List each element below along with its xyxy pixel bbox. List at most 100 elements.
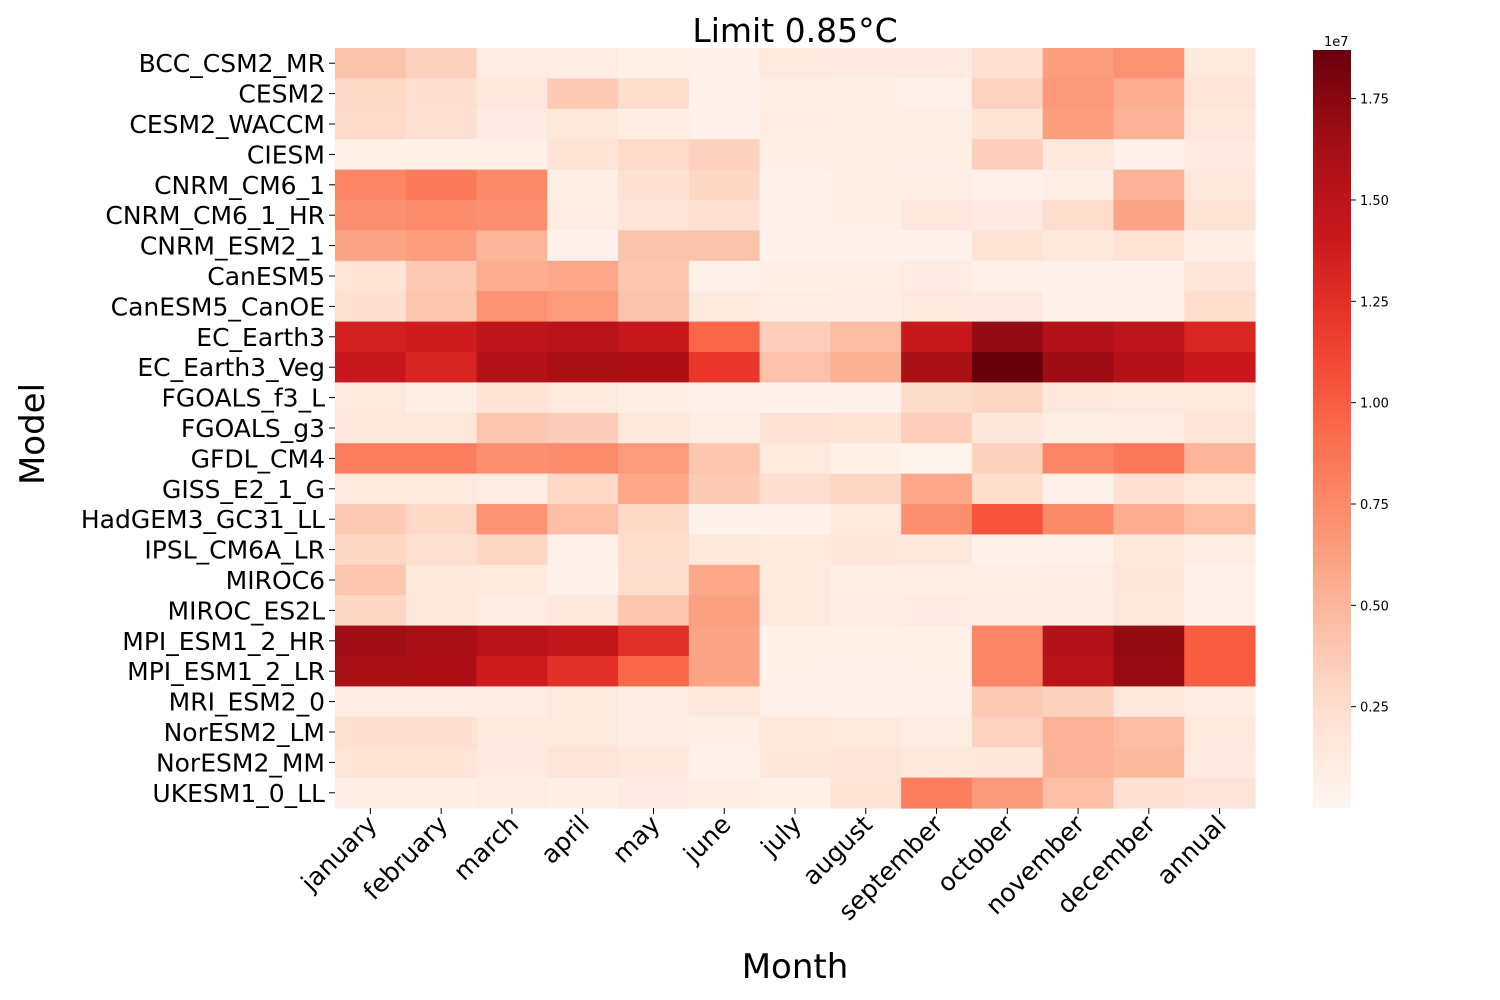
heatmap-cell bbox=[1184, 260, 1256, 292]
heatmap-cell bbox=[618, 291, 690, 323]
heatmap-cell bbox=[688, 48, 761, 79]
y-tick-label: MPI_ESM1_2_LR bbox=[127, 657, 325, 686]
heatmap-cell bbox=[1042, 412, 1115, 444]
heatmap-cell bbox=[1184, 108, 1256, 140]
heatmap-cell bbox=[1113, 595, 1185, 627]
heatmap-cell bbox=[971, 321, 1044, 353]
heatmap-cell bbox=[1113, 747, 1185, 779]
heatmap-cell bbox=[405, 534, 478, 566]
x-tick-label: july bbox=[755, 810, 808, 863]
heatmap-cell bbox=[405, 412, 478, 444]
heatmap-cell bbox=[759, 169, 831, 201]
heatmap-cell bbox=[1184, 564, 1256, 596]
heatmap-cell bbox=[405, 382, 478, 414]
heatmap-cell bbox=[901, 78, 973, 110]
y-tick-label: CESM2 bbox=[238, 80, 325, 109]
heatmap-cell bbox=[759, 78, 831, 110]
heatmap-cell bbox=[688, 443, 761, 475]
heatmap-cell bbox=[901, 139, 973, 171]
heatmap-cell bbox=[335, 625, 407, 657]
heatmap-cell bbox=[476, 777, 548, 809]
heatmap-cell bbox=[547, 504, 619, 535]
heatmap-cell bbox=[688, 595, 761, 627]
heatmap-cell bbox=[1184, 412, 1256, 444]
heatmap-cell bbox=[335, 321, 407, 353]
heatmap-cell bbox=[1113, 625, 1185, 657]
heatmap-cell bbox=[688, 169, 761, 201]
heatmap-cell bbox=[405, 260, 478, 292]
heatmap-cell bbox=[971, 534, 1044, 566]
heatmap-cell bbox=[901, 412, 973, 444]
heatmap-cell bbox=[759, 48, 831, 79]
heatmap-cell bbox=[901, 169, 973, 201]
heatmap-cell bbox=[405, 625, 478, 657]
heatmap-cell bbox=[688, 139, 761, 171]
y-tick-label: IPSL_CM6A_LR bbox=[144, 536, 325, 565]
heatmap-cell bbox=[901, 777, 973, 809]
heatmap-cell bbox=[1113, 412, 1185, 444]
heatmap-cell bbox=[1042, 716, 1115, 748]
heatmap-cell bbox=[547, 352, 619, 383]
heatmap-cell bbox=[618, 230, 690, 262]
y-tick-label: CanESM5_CanOE bbox=[111, 292, 325, 321]
heatmap-cell bbox=[476, 321, 548, 353]
x-axis-label: Month bbox=[742, 947, 849, 987]
heatmap-cell bbox=[335, 564, 407, 596]
heatmap-cell bbox=[335, 777, 407, 809]
heatmap-cell bbox=[335, 716, 407, 748]
chart-title: Limit 0.85°C bbox=[692, 11, 897, 50]
heatmap-cell bbox=[476, 412, 548, 444]
heatmap-cell bbox=[1184, 382, 1256, 414]
heatmap-cell bbox=[618, 504, 690, 535]
heatmap-cell bbox=[901, 747, 973, 779]
heatmap-cell bbox=[759, 686, 831, 718]
heatmap-cell bbox=[618, 747, 690, 779]
heatmap-cell bbox=[1042, 656, 1115, 687]
heatmap-cell bbox=[759, 777, 831, 809]
heatmap-cell bbox=[759, 534, 831, 566]
heatmap-cell bbox=[335, 443, 407, 475]
heatmap-cell bbox=[476, 291, 548, 323]
heatmap-cell bbox=[476, 534, 548, 566]
heatmap-cell bbox=[335, 291, 407, 323]
heatmap-cell bbox=[688, 321, 761, 353]
y-tick-label: CNRM_CM6_1 bbox=[154, 171, 325, 200]
heatmap-cell bbox=[830, 291, 902, 323]
y-tick-label: BCC_CSM2_MR bbox=[139, 49, 325, 78]
y-tick-label: FGOALS_f3_L bbox=[161, 384, 325, 413]
heatmap-cell bbox=[335, 656, 407, 687]
heatmap-cell bbox=[901, 108, 973, 140]
heatmap-cell bbox=[688, 656, 761, 687]
y-tick-label: EC_Earth3_Veg bbox=[137, 353, 325, 382]
heatmap-cell bbox=[971, 169, 1044, 201]
heatmap-cell bbox=[547, 139, 619, 171]
heatmap-cell bbox=[971, 352, 1044, 383]
heatmap-cell bbox=[618, 321, 690, 353]
heatmap-cell bbox=[688, 716, 761, 748]
heatmap-cell bbox=[476, 595, 548, 627]
y-tick-label: CIESM bbox=[247, 140, 325, 169]
heatmap-cell bbox=[405, 504, 478, 535]
colorbar-gradient bbox=[1313, 50, 1351, 808]
heatmap-cell bbox=[547, 443, 619, 475]
heatmap-cell bbox=[759, 656, 831, 687]
heatmap-cell bbox=[405, 716, 478, 748]
heatmap-cell bbox=[759, 382, 831, 414]
heatmap-cell bbox=[830, 686, 902, 718]
heatmap-cell bbox=[830, 78, 902, 110]
heatmap-cell bbox=[547, 48, 619, 79]
heatmap-cell bbox=[405, 200, 478, 231]
heatmap-cell bbox=[901, 382, 973, 414]
heatmap-cell bbox=[759, 412, 831, 444]
heatmap-cell bbox=[971, 747, 1044, 779]
heatmap-cell bbox=[971, 200, 1044, 231]
heatmap-cell bbox=[901, 48, 973, 79]
heatmap-cell bbox=[335, 48, 407, 79]
heatmap-cell bbox=[476, 169, 548, 201]
heatmap-cell bbox=[759, 230, 831, 262]
heatmap-cell bbox=[1184, 656, 1256, 687]
heatmap-cell bbox=[618, 108, 690, 140]
heatmap-cell bbox=[547, 78, 619, 110]
heatmap-cell bbox=[405, 595, 478, 627]
y-tick-label: UKESM1_0_LL bbox=[152, 779, 325, 808]
